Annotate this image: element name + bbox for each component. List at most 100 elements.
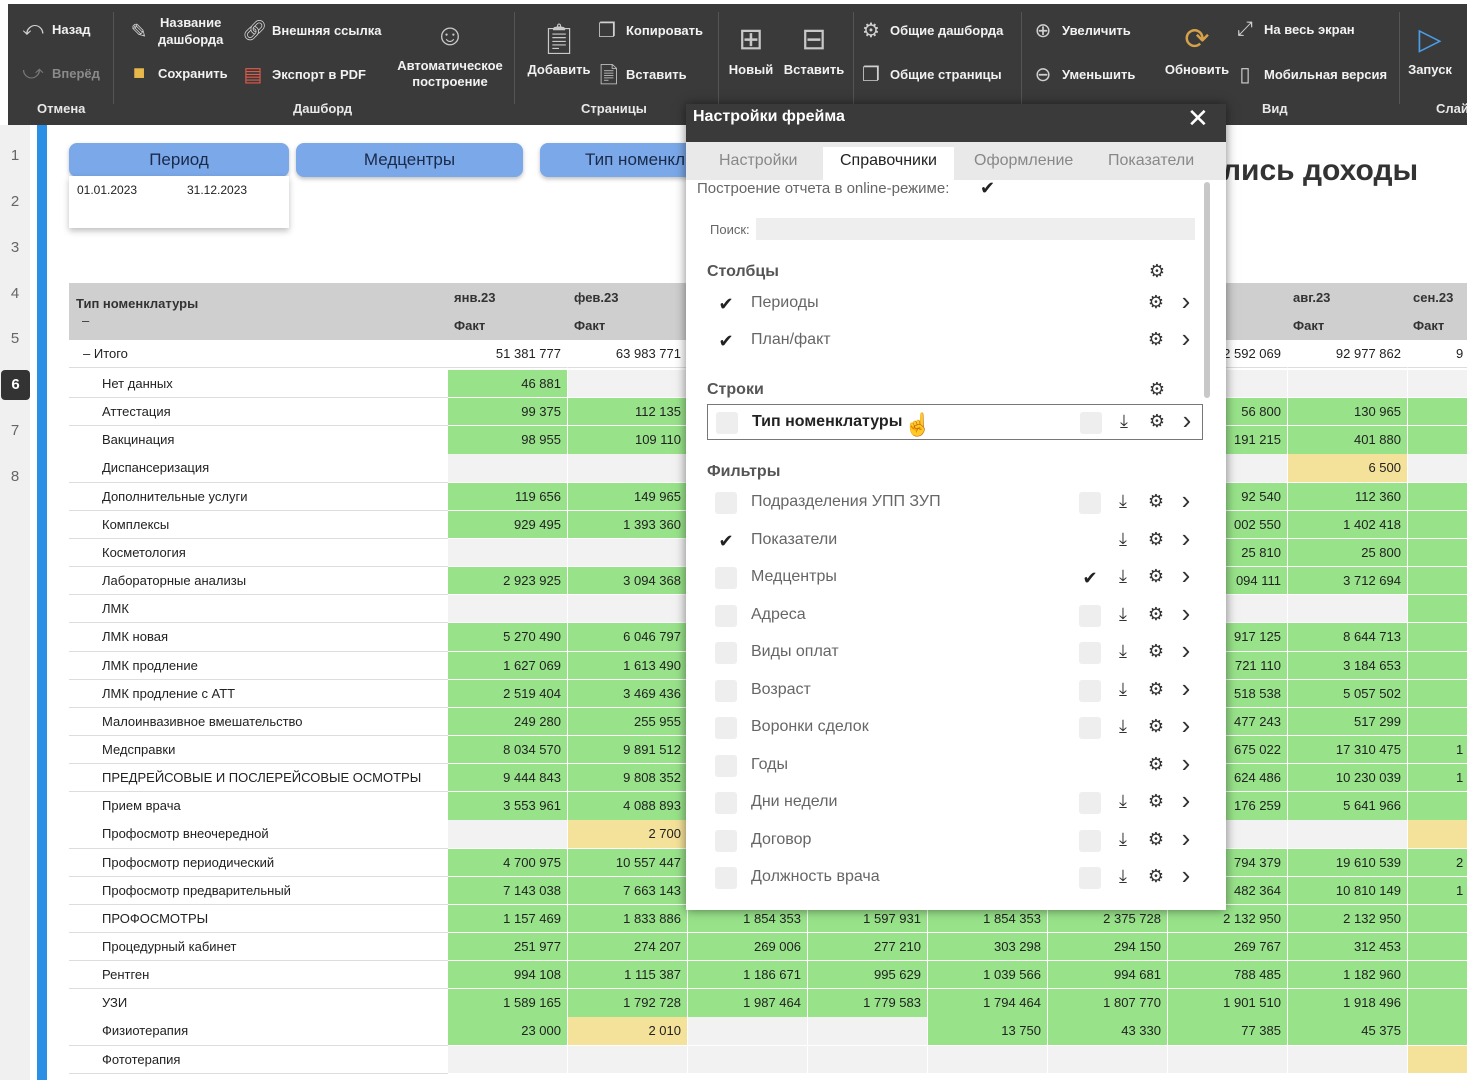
table-cell[interactable]: 9 808 352 bbox=[568, 764, 688, 793]
download-icon[interactable]: ⤓ bbox=[1119, 866, 1127, 886]
row-label[interactable]: УЗИ bbox=[69, 989, 448, 1018]
table-cell[interactable] bbox=[448, 1045, 568, 1074]
checkbox[interactable] bbox=[715, 604, 737, 627]
paste-widget-button[interactable]: ⊟ Вставить bbox=[780, 18, 848, 77]
table-cell[interactable]: 2 132 950 bbox=[1288, 904, 1408, 934]
chevron-right-icon[interactable]: › bbox=[1182, 405, 1192, 435]
multi-select-checkbox[interactable] bbox=[1079, 867, 1101, 889]
table-cell[interactable]: 269 006 bbox=[688, 933, 808, 962]
fullscreen-button[interactable]: ⤢ На весь экран bbox=[1234, 18, 1355, 41]
gear-icon[interactable]: ⚙ bbox=[1147, 753, 1165, 774]
multi-select-checkbox[interactable] bbox=[1079, 642, 1101, 664]
back-button[interactable]: ⤺ Назад bbox=[22, 18, 91, 40]
table-cell[interactable]: 2 bbox=[1408, 848, 1467, 877]
table-cell[interactable]: 130 965 bbox=[1288, 398, 1408, 427]
filter-item[interactable]: Договор ⤓ ⚙ › bbox=[707, 823, 1203, 859]
table-cell[interactable] bbox=[448, 820, 568, 849]
table-cell[interactable]: 1 bbox=[1408, 764, 1467, 793]
row-label[interactable]: ЛМК продление bbox=[69, 651, 448, 680]
close-icon[interactable]: ✕ bbox=[1187, 103, 1209, 133]
slicer-period[interactable]: Период bbox=[69, 143, 289, 177]
multi-select-checkbox[interactable] bbox=[1079, 604, 1101, 627]
table-cell[interactable] bbox=[688, 1045, 808, 1074]
table-cell[interactable]: 45 375 bbox=[1288, 1017, 1408, 1046]
checkbox[interactable] bbox=[716, 412, 738, 434]
table-cell[interactable] bbox=[1408, 792, 1467, 821]
table-cell[interactable] bbox=[1408, 426, 1467, 455]
table-cell[interactable] bbox=[1168, 1045, 1288, 1074]
table-cell[interactable] bbox=[1408, 961, 1467, 990]
filter-item[interactable]: Подразделения УПП ЗУП ⤓ ⚙ › bbox=[707, 485, 1203, 521]
table-cell[interactable]: 5 641 966 bbox=[1288, 792, 1408, 821]
scrollbar[interactable] bbox=[1204, 182, 1210, 398]
table-cell[interactable] bbox=[448, 538, 568, 568]
table-cell[interactable]: 25 800 bbox=[1288, 538, 1408, 568]
table-cell[interactable]: 2 010 bbox=[568, 1017, 688, 1046]
download-icon[interactable]: ⤓ bbox=[1119, 491, 1127, 511]
table-cell[interactable]: 6 046 797 bbox=[568, 623, 688, 652]
table-cell[interactable]: 13 750 bbox=[928, 1017, 1048, 1046]
checkbox[interactable] bbox=[715, 829, 737, 852]
download-icon[interactable]: ⤓ bbox=[1119, 603, 1127, 624]
table-cell[interactable]: 788 485 bbox=[1168, 961, 1288, 990]
gear-icon[interactable]: ⚙ bbox=[1147, 603, 1165, 624]
export-pdf-button[interactable]: ▤ Экспорт в PDF bbox=[243, 64, 366, 86]
row-item[interactable]: Тип номенклатуры ⤓ ⚙ › bbox=[707, 404, 1203, 440]
table-cell[interactable]: 46 881 bbox=[448, 370, 568, 399]
table-cell[interactable]: 294 150 bbox=[1048, 933, 1168, 962]
table-cell[interactable]: 17 310 475 bbox=[1288, 735, 1408, 765]
table-cell[interactable]: 1 186 671 bbox=[688, 961, 808, 990]
paste-page-button[interactable]: 📄︎ Вставить bbox=[596, 64, 687, 86]
copy-page-button[interactable]: ❐ Копировать bbox=[596, 18, 703, 43]
table-cell[interactable]: 401 880 bbox=[1288, 426, 1408, 455]
gear-icon[interactable]: ⚙ bbox=[1147, 292, 1165, 312]
download-icon[interactable]: ⤓ bbox=[1119, 791, 1127, 811]
table-cell[interactable] bbox=[1408, 820, 1467, 849]
table-cell[interactable]: 255 955 bbox=[568, 707, 688, 737]
table-cell[interactable] bbox=[1408, 651, 1467, 680]
page-number[interactable]: 4 bbox=[10, 285, 20, 302]
checkbox[interactable] bbox=[715, 792, 737, 814]
table-cell[interactable]: 7 143 038 bbox=[448, 876, 568, 905]
filter-item[interactable]: Должность врача ⤓ ⚙ › bbox=[707, 860, 1203, 896]
multi-select-checkbox[interactable] bbox=[1080, 412, 1102, 434]
table-cell[interactable]: 312 453 bbox=[1288, 933, 1408, 962]
date-to[interactable]: 31.12.2023 bbox=[187, 183, 248, 197]
checkbox[interactable]: ✔ bbox=[718, 530, 734, 551]
table-cell[interactable] bbox=[1288, 595, 1408, 624]
chevron-right-icon[interactable]: › bbox=[1181, 323, 1191, 353]
table-cell[interactable]: 1 182 960 bbox=[1288, 961, 1408, 990]
table-cell[interactable]: 4 088 893 bbox=[568, 792, 688, 821]
table-cell[interactable]: 3 184 653 bbox=[1288, 651, 1408, 680]
download-icon[interactable]: ⤓ bbox=[1119, 828, 1127, 849]
table-cell[interactable]: 99 375 bbox=[448, 398, 568, 427]
filter-item[interactable]: Воронки сделок ⤓ ⚙ › bbox=[707, 710, 1203, 746]
row-label[interactable]: – Итого bbox=[69, 340, 448, 369]
table-cell[interactable]: 1 393 360 bbox=[568, 510, 688, 540]
collapse-icon[interactable]: – bbox=[83, 346, 94, 361]
download-icon[interactable]: ⤓ bbox=[1119, 641, 1127, 661]
table-cell[interactable]: 10 557 447 bbox=[568, 848, 688, 877]
page-number[interactable]: 8 bbox=[10, 468, 20, 485]
save-button[interactable]: ■ Сохранить bbox=[128, 62, 228, 85]
multi-select-checkbox[interactable] bbox=[1079, 829, 1101, 852]
new-widget-button[interactable]: ⊞ Новый bbox=[720, 18, 782, 77]
add-page-button[interactable]: 📋︎ Добавить bbox=[520, 18, 598, 77]
chevron-right-icon[interactable]: › bbox=[1181, 747, 1191, 778]
table-cell[interactable]: 112 360 bbox=[1288, 482, 1408, 511]
table-cell[interactable]: 6 500 bbox=[1288, 454, 1408, 483]
row-label[interactable]: Профосмотр периодический bbox=[69, 848, 448, 877]
table-cell[interactable] bbox=[1408, 454, 1467, 483]
download-icon[interactable]: ⤓ bbox=[1119, 528, 1127, 549]
table-cell[interactable]: 3 469 436 bbox=[568, 679, 688, 708]
row-label[interactable]: Медсправки bbox=[69, 735, 448, 765]
table-cell[interactable] bbox=[688, 1017, 808, 1046]
table-cell[interactable] bbox=[1288, 370, 1408, 399]
gear-icon[interactable]: ⚙ bbox=[1148, 261, 1166, 281]
table-cell[interactable]: 3 094 368 bbox=[568, 567, 688, 596]
chevron-right-icon[interactable]: › bbox=[1181, 560, 1191, 590]
table-cell[interactable] bbox=[1288, 1045, 1408, 1074]
table-cell[interactable] bbox=[1408, 1017, 1467, 1046]
table-cell[interactable]: 1 039 566 bbox=[928, 961, 1048, 990]
chevron-right-icon[interactable]: › bbox=[1181, 597, 1191, 628]
